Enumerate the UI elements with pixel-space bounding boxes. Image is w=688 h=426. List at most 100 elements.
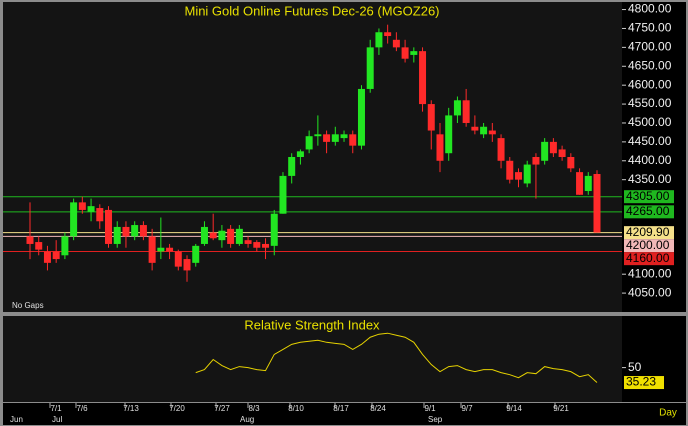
y-tick-label: 4400.00 — [628, 153, 672, 167]
candle-body — [462, 100, 470, 123]
candle-body — [357, 88, 365, 146]
candle-body — [192, 245, 200, 263]
candle-body — [148, 236, 156, 263]
candle-body — [558, 149, 566, 157]
candle-body — [384, 32, 392, 37]
candle-body — [488, 130, 496, 135]
rsi-badge — [624, 376, 664, 390]
level-label: 4265.00 — [626, 204, 670, 218]
candle-body — [593, 174, 601, 233]
y-tick-label: 4550.00 — [628, 96, 672, 110]
candle-body — [576, 172, 584, 195]
month-label: Jun — [10, 415, 23, 424]
candle-body — [105, 209, 113, 244]
candle-body — [70, 202, 78, 237]
y-tick-label: 50 — [628, 360, 642, 374]
candle-body — [532, 157, 540, 165]
candle-body — [445, 115, 453, 154]
level-badge — [624, 226, 674, 240]
candle-body — [235, 228, 243, 244]
y-tick-label: 4800.00 — [628, 2, 672, 16]
date-label: 9/7 — [461, 404, 473, 413]
y-tick-label: 4450.00 — [628, 134, 672, 148]
candle-body — [200, 226, 208, 244]
candle-body — [183, 259, 191, 271]
chart-title: Mini Gold Online Futures Dec-26 (MGOZ26) — [184, 3, 439, 18]
candle-body — [331, 134, 339, 142]
candle-body — [506, 160, 514, 180]
y-tick-label: 4500.00 — [628, 115, 672, 129]
candle-body — [78, 202, 86, 210]
candle-body — [227, 228, 235, 244]
candle-body — [296, 151, 304, 157]
candle-body — [139, 225, 147, 237]
date-axis — [3, 403, 686, 425]
y-tick-label: 4600.00 — [628, 77, 672, 91]
candle-body — [480, 126, 488, 135]
date-label: 8/3 — [248, 404, 260, 413]
level-badge — [624, 190, 674, 204]
rsi-line — [195, 332, 598, 383]
month-label: Sep — [428, 415, 443, 424]
date-label: 7/6 — [76, 404, 88, 413]
month-label: Jul — [52, 415, 62, 424]
y-tick-label: 4350.00 — [628, 172, 672, 186]
month-label: Aug — [240, 415, 254, 424]
candle-body — [349, 134, 357, 146]
y-tick-label: 4750.00 — [628, 21, 672, 35]
period: Day — [659, 408, 677, 419]
date-label: 8/10 — [288, 404, 304, 413]
candle-body — [340, 134, 348, 139]
candle-body — [436, 134, 444, 161]
candle-body — [174, 251, 182, 267]
date-label: 8/17 — [333, 404, 349, 413]
level-badge — [624, 205, 674, 219]
rsi-title: Relative Strength Index — [244, 317, 380, 332]
candle-body — [523, 164, 531, 184]
candle-body — [122, 226, 130, 237]
date-label: 7/1 — [50, 404, 62, 413]
candle-body — [288, 157, 296, 176]
candle-body — [541, 141, 549, 161]
level-label: 4305.00 — [626, 189, 670, 203]
level-badge — [624, 239, 674, 253]
y-tick-label: 4050.00 — [628, 285, 672, 299]
candle-body — [410, 51, 418, 55]
candle-body — [453, 100, 461, 116]
candle-body — [270, 213, 278, 246]
candle-body — [43, 251, 51, 263]
y-tick-label: 4700.00 — [628, 40, 672, 54]
candle-body — [584, 175, 592, 192]
date-label: 7/20 — [169, 404, 185, 413]
candle-body — [166, 247, 174, 252]
candle-body — [305, 136, 313, 150]
candle-body — [366, 47, 374, 89]
candle-body — [244, 240, 252, 244]
y-tick-label: 4100.00 — [628, 266, 672, 280]
candle-body — [35, 242, 43, 250]
level-badge — [624, 252, 674, 266]
date-label: 7/13 — [123, 404, 139, 413]
level-label: 4209.90 — [626, 225, 670, 239]
candle-body — [262, 243, 270, 248]
candle-body — [392, 39, 400, 48]
date-label: 9/21 — [553, 404, 569, 413]
candle-body — [314, 134, 322, 137]
price-panel — [3, 2, 622, 312]
date-label: 9/1 — [424, 404, 436, 413]
candle-body — [375, 32, 383, 48]
candle-body — [279, 175, 287, 214]
candle-body — [253, 242, 261, 248]
date-label: 7/27 — [214, 404, 230, 413]
candle-body — [514, 172, 522, 180]
level-label: 4200.00 — [626, 238, 670, 252]
note: No Gaps — [12, 301, 44, 310]
y-tick-label: 4650.00 — [628, 58, 672, 72]
candle-body — [113, 226, 121, 244]
rsi-last-label: 35.23 — [626, 375, 656, 389]
candle-body — [209, 232, 217, 239]
candle-body — [567, 157, 575, 169]
candle-body — [218, 230, 226, 241]
candle-body — [401, 47, 409, 59]
candle-body — [131, 225, 139, 237]
